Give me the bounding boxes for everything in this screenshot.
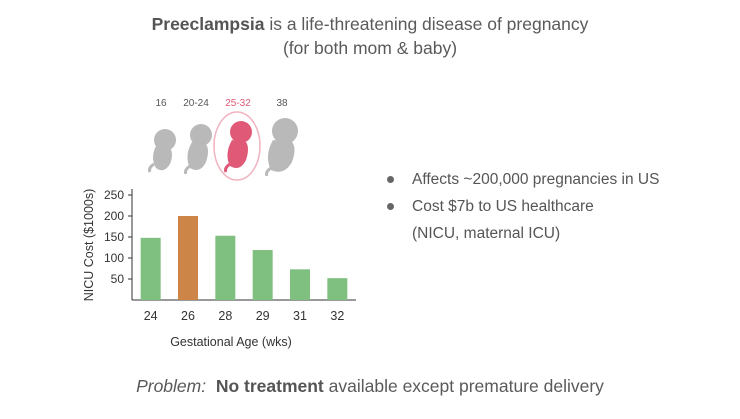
x-tick-label: 24 — [144, 309, 158, 323]
problem-rest: available except premature delivery — [323, 376, 604, 396]
title-bold: Preeclampsia — [151, 14, 265, 34]
x-tick-label: 31 — [293, 309, 307, 323]
title-rest: is a life-threatening disease of pregnan… — [264, 14, 589, 34]
problem-bold: No treatment — [215, 376, 324, 396]
bullet-icon — [387, 176, 394, 183]
bullet-icon — [387, 203, 394, 210]
bar-31 — [290, 269, 310, 300]
x-tick-label: 26 — [181, 309, 195, 323]
fact-text: Cost $7b to US healthcare — [412, 198, 594, 215]
y-tick-label: 150 — [104, 230, 124, 244]
fetus-20-24-icon — [184, 124, 212, 174]
problem-label: Problem: — [136, 376, 207, 396]
y-tick-label: 200 — [104, 209, 124, 223]
fact-subtext: (NICU, maternal ICU) — [412, 225, 561, 242]
bar-24 — [140, 237, 161, 300]
fact-text: Affects ~200,000 pregnancies in US — [412, 171, 660, 188]
fetus-16-icon — [148, 129, 176, 173]
y-tick-label: 50 — [111, 272, 125, 286]
facts-list: Affects ~200,000 pregnancies in US Cost … — [384, 166, 659, 247]
bar-26 — [178, 216, 198, 300]
y-tick-label: 250 — [104, 188, 124, 202]
bar-29 — [252, 250, 273, 300]
y-tick-label: 100 — [104, 251, 124, 265]
bar-28 — [215, 235, 236, 300]
stage-label-16: 16 — [155, 98, 167, 109]
slide-title: Preeclampsia is a life-threatening disea… — [0, 12, 740, 60]
x-tick-label: 32 — [330, 309, 344, 323]
problem-statement: Problem: No treatment available except p… — [0, 376, 740, 397]
title-subtitle: (for both mom & baby) — [282, 38, 458, 58]
fetus-25-32-icon — [213, 111, 261, 181]
fact-item: Cost $7b to US healthcare — [384, 193, 659, 220]
y-axis-label: NICU Cost ($1000s) — [82, 189, 96, 302]
fetus-38-icon — [265, 118, 298, 176]
fact-item: Affects ~200,000 pregnancies in US — [384, 166, 659, 193]
stage-label-38: 38 — [276, 98, 288, 109]
x-tick-label: 29 — [256, 309, 270, 323]
x-tick-label: 28 — [218, 309, 232, 323]
x-axis-label: Gestational Age (wks) — [170, 335, 292, 349]
stage-label-25-32: 25-32 — [225, 98, 251, 109]
stage-label-20-24: 20-24 — [183, 98, 209, 109]
bar-32 — [327, 278, 348, 300]
